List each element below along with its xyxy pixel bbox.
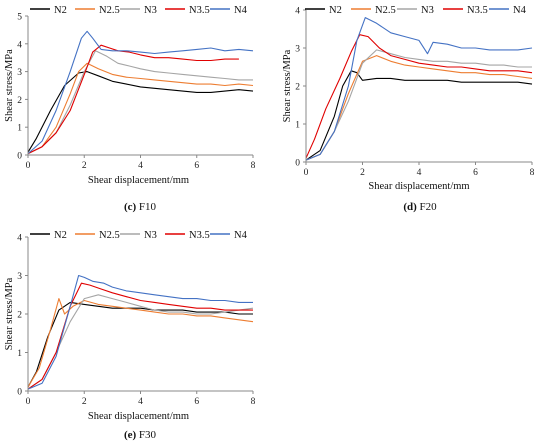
x-tick-label: 2 (82, 397, 87, 407)
y-tick-label: 3 (295, 45, 300, 55)
legend-label: N2.5 (99, 230, 120, 241)
x-tick-label: 6 (194, 161, 199, 171)
series-line-N4 (27, 30, 254, 155)
y-tick-label: 1 (295, 121, 300, 131)
legend-label: N4 (234, 5, 248, 16)
x-tick-label: 6 (194, 397, 199, 407)
legend-label: N3 (144, 230, 157, 241)
caption-d-letter: (d) (403, 201, 417, 213)
x-tick-label: 2 (360, 168, 365, 178)
series-line-N2-5 (27, 298, 254, 388)
caption-c-letter: (c) (124, 201, 137, 213)
caption-e-letter: (e) (124, 429, 137, 441)
series-line-N3-5 (27, 44, 239, 155)
legend-label: N3.5 (189, 230, 210, 241)
x-tick-label: 0 (26, 397, 31, 407)
y-tick-label: 4 (17, 234, 22, 244)
series-line-N2-5 (305, 55, 533, 161)
legend-label: N3 (421, 5, 434, 16)
legend-label: N2 (329, 5, 342, 16)
y-tick-label: 4 (17, 40, 22, 50)
y-tick-label: 3 (17, 68, 22, 78)
y-tick-label: 1 (17, 349, 22, 359)
panel-e: 0 2 4 6 8 0 1 2 3 4 N2 N2.5 N3 N3.5 N4 Shear displace… (4, 230, 256, 441)
legend-label: N2 (54, 5, 67, 16)
x-tick-label: 6 (473, 168, 478, 178)
series-line-N2 (27, 301, 253, 388)
ylabel-d: Shear stress/MPa (282, 49, 293, 122)
series-line-N4 (27, 274, 253, 390)
caption-e-text: F30 (136, 429, 156, 441)
y-tick-label: 1 (17, 124, 22, 134)
series-line-N2 (305, 70, 533, 161)
series-line-N2 (27, 71, 254, 153)
legend-label: N4 (234, 230, 248, 241)
x-tick-label: 4 (138, 397, 143, 407)
y-tick-label: 0 (17, 388, 22, 398)
caption-d-text: F20 (417, 201, 437, 213)
legend-label: N2 (54, 230, 67, 241)
series-line-N3 (27, 50, 253, 155)
ylabel-e: Shear stress/MPa (4, 277, 15, 350)
caption-e: (e) F30 (124, 429, 157, 441)
legend-label: N2.5 (99, 5, 120, 16)
series-line-N3-5 (305, 34, 533, 159)
x-tick-label: 8 (530, 168, 535, 178)
y-tick-label: 2 (295, 83, 300, 93)
series-line-N3 (27, 294, 254, 390)
legend-label: N3.5 (467, 5, 488, 16)
series-line-N4 (305, 17, 533, 161)
x-tick-label: 8 (251, 397, 256, 407)
panel-d: 0 2 4 6 8 0 1 2 3 4 N2 N2.5 N3 N3.5 N4 Shear displace… (282, 5, 535, 213)
x-tick-label: 0 (304, 168, 309, 178)
x-tick-label: 4 (417, 168, 422, 178)
y-tick-label: 2 (17, 96, 22, 106)
series-line-N3 (305, 49, 532, 161)
xlabel-d: Shear displacement/mm (368, 181, 469, 192)
caption-d: (d) F20 (403, 201, 437, 213)
legend-label: N3 (144, 5, 157, 16)
legend-label: N2.5 (375, 5, 396, 16)
panel-c: 0 2 4 6 8 0 1 2 3 4 5 N2 N2.5 N3 N3.5 N4 Shear displac… (4, 5, 256, 213)
caption-c: (c) F10 (124, 201, 157, 213)
xlabel-e: Shear displacement/mm (88, 411, 189, 422)
legend-label: N4 (513, 5, 527, 16)
y-tick-label: 0 (295, 159, 300, 169)
y-tick-label: 3 (17, 272, 22, 282)
series-line-N2-5 (27, 62, 254, 155)
legend-label: N3.5 (189, 5, 210, 16)
xlabel-c: Shear displacement/mm (88, 175, 189, 186)
y-tick-label: 0 (17, 152, 22, 162)
x-tick-label: 2 (82, 161, 87, 171)
x-tick-label: 8 (251, 161, 256, 171)
caption-c-text: F10 (136, 201, 156, 213)
x-tick-label: 4 (138, 161, 143, 171)
ylabel-c: Shear stress/MPa (4, 49, 15, 122)
x-tick-label: 0 (26, 161, 31, 171)
y-tick-label: 5 (17, 13, 22, 23)
y-tick-label: 4 (295, 7, 300, 17)
y-tick-label: 2 (17, 311, 22, 321)
